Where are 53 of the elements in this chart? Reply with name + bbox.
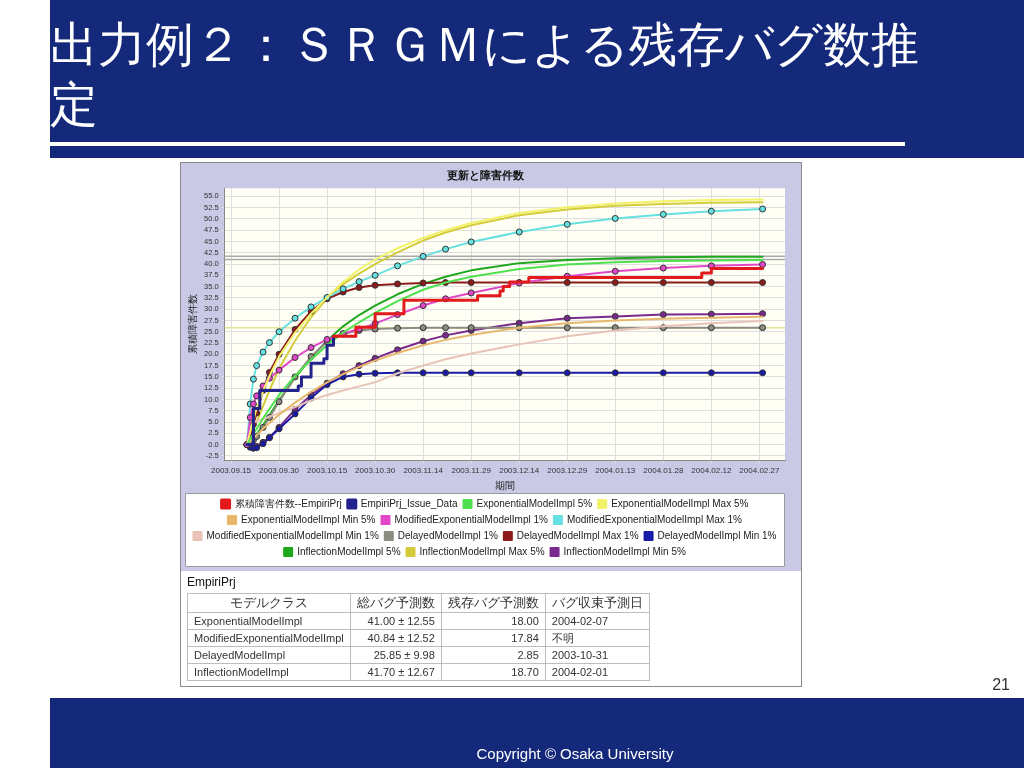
text: 21 <box>992 676 1010 694</box>
x-tick-label: 2003.11.29 <box>451 466 492 476</box>
x-tick-label: 2004.02.12 <box>691 466 732 476</box>
x-tick-label: 2003.12.29 <box>547 466 588 476</box>
legend-label: ModifiedExponentialModelImpl Max 1% <box>566 513 743 525</box>
category-label: 総バグ予測数 <box>350 593 442 613</box>
category-label: モデルクラス <box>187 593 351 613</box>
text: 40.84 ± 12.52 <box>367 632 435 644</box>
category-label: 残存バグ予測数 <box>441 593 546 613</box>
text: EmpiriPrj <box>187 575 237 590</box>
text: 25.85 ± 9.98 <box>373 649 435 661</box>
legend-label: ExponentialModelImpl 5% <box>476 497 593 509</box>
legend-label: InflectionModelImpl 5% <box>297 545 401 557</box>
x-tick-label: 2004.02.27 <box>739 466 780 476</box>
legend-label: ExponentialModelImpl Min 5% <box>240 513 376 525</box>
x-tick-label: 2003.10.30 <box>355 466 396 476</box>
legend-label: ModifiedExponentialModelImpl 1% <box>394 513 549 525</box>
x-tick-label: 2003.12.14 <box>499 466 540 476</box>
legend-label: ModifiedExponentialModelImpl Min 1% <box>206 529 379 541</box>
text: 2.85 <box>517 649 539 661</box>
text: 41.00 ± 12.55 <box>367 615 435 627</box>
x-tick-label: 2003.10.15 <box>307 466 348 476</box>
category-label: バグ収束予測日 <box>545 593 650 613</box>
x-tick-label: 2004.01.13 <box>595 466 636 476</box>
text: 2004-02-07 <box>551 615 609 627</box>
x-tick-label: 2003.09.15 <box>210 466 252 476</box>
legend-label: DelayedModelImpl Max 1% <box>516 529 639 541</box>
x-axis-title: 期間 <box>494 479 515 491</box>
legend-label: InflectionModelImpl Min 5% <box>563 545 686 557</box>
text: 2004-02-01 <box>551 666 609 678</box>
y-axis-title: 累積障害件数 <box>186 294 198 355</box>
category-label: ExponentialModelImpl <box>194 615 303 627</box>
x-tick-label: 2003.09.30 <box>259 466 300 476</box>
x-tick-label: 2003.11.14 <box>403 466 444 476</box>
legend-label: DelayedModelImpl Min 1% <box>657 529 777 541</box>
text: Copyright © Osaka University <box>475 745 675 763</box>
chart-title: 出力例２：ＳＲＧＭによる残存バグ数推定 <box>50 15 920 134</box>
legend-label: DelayedModelImpl 1% <box>397 529 498 541</box>
legend-label: EmpiriPrj_Issue_Data <box>360 497 458 509</box>
text: 18.00 <box>511 615 539 627</box>
text: 18.70 <box>511 666 539 678</box>
x-tick-label: 2004.01.28 <box>643 466 684 476</box>
category-label: ModifiedExponentialModelImpl <box>194 632 344 644</box>
text: 17.84 <box>511 632 539 644</box>
chart-subtitle: 更新と障害件数 <box>446 168 525 181</box>
legend-label: ExponentialModelImpl Max 5% <box>611 497 749 509</box>
category-label: DelayedModelImpl <box>194 649 286 661</box>
text: 不明 <box>551 632 574 644</box>
category-label: InflectionModelImpl <box>194 666 289 678</box>
legend-label: InflectionModelImpl Max 5% <box>419 545 545 557</box>
text: 2003-10-31 <box>551 649 609 661</box>
legend-label: 累積障害件数--EmpiriPrj <box>234 497 342 509</box>
text: 41.70 ± 12.67 <box>367 666 435 678</box>
